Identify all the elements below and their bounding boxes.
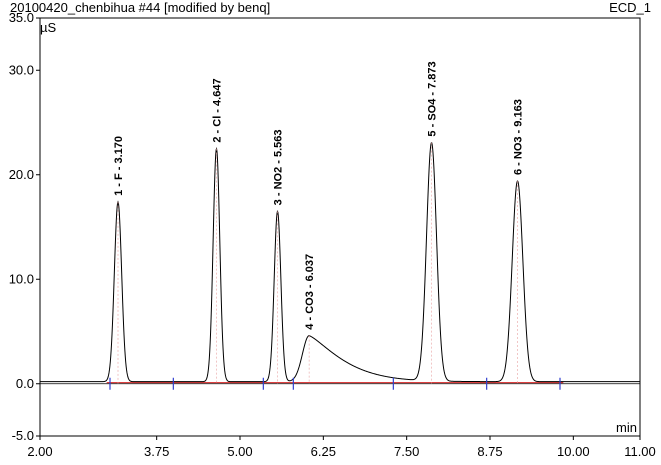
peak-label: 6 - NO3 - 9.163 (513, 99, 525, 175)
chromatogram-trace (40, 142, 640, 383)
y-tick-label: 30.0 (9, 62, 34, 77)
peak-label: 2 - Cl - 4.647 (211, 78, 223, 142)
x-tick-label: 8.75 (477, 444, 502, 459)
x-axis-unit: min (616, 420, 637, 435)
x-tick-label: 6.25 (311, 444, 336, 459)
x-tick-label: 11.00 (624, 444, 656, 459)
y-tick-label: 0.0 (16, 376, 34, 391)
x-tick-label: 7.50 (394, 444, 419, 459)
x-tick-label: 3.75 (144, 444, 169, 459)
y-tick-label: 10.0 (9, 271, 34, 286)
y-tick-label: 20.0 (9, 167, 34, 182)
y-axis-unit: µS (40, 20, 57, 35)
chart-title: 20100420_chenbihua #44 [modified by benq… (10, 0, 271, 15)
y-tick-label: -5.0 (12, 428, 34, 443)
x-tick-label: 10.00 (557, 444, 590, 459)
peak-label: 5 - SO4 - 7.873 (427, 61, 439, 136)
detector-label: ECD_1 (609, 0, 651, 15)
peak-label: 4 - CO3 - 6.037 (304, 254, 316, 330)
x-tick-label: 2.00 (27, 444, 52, 459)
peak-label: 1 - F - 3.170 (113, 136, 125, 196)
peak-label: 3 - NO2 - 5.563 (273, 129, 285, 205)
y-tick-label: 35.0 (9, 10, 34, 25)
plot-frame (39, 17, 641, 437)
x-tick-label: 5.00 (227, 444, 252, 459)
